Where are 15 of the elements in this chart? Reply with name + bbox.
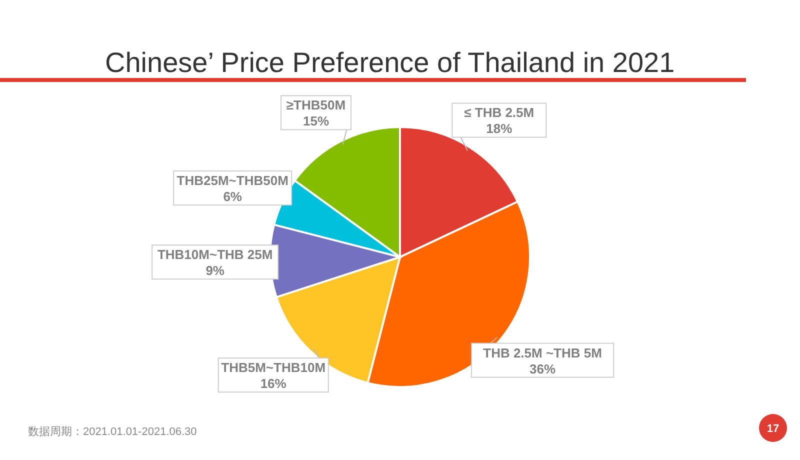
chart-title: Chinese’ Price Preference of Thailand in 2021 [105,47,675,78]
slice-label: ≥THB50M [286,98,346,113]
slice-label: THB25M~THB50M [176,173,288,188]
text: 数据周期：2021.01.01-2021.06.30 [28,426,197,438]
data-label: 36% [530,361,556,376]
slice-label: THB10M~THB 25M [157,247,273,262]
data-label: 18% [486,121,513,136]
data-label: 15% [302,114,330,129]
text: 17 [766,423,780,435]
data-label: 16% [260,376,287,392]
data-label: 9% [206,263,225,278]
slice-label: THB 2.5M ~THB 5M [483,345,602,360]
slice-label: THB5M~THB10M [221,360,326,376]
data-label: 6% [223,189,242,204]
slice-label: ≤ THB 2.5M [464,105,534,120]
